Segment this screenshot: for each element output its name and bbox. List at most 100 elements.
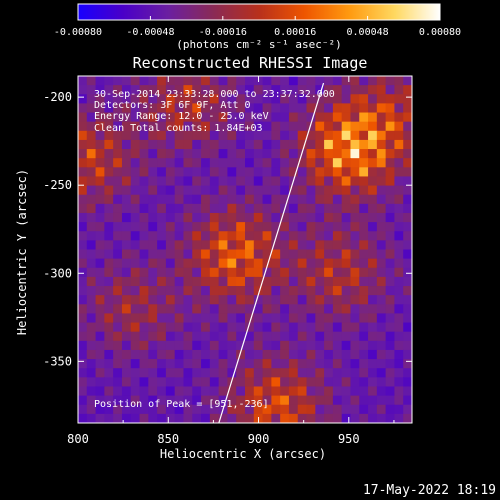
- heatmap-cell: [174, 85, 185, 95]
- heatmap-cell: [394, 377, 404, 388]
- heatmap-cell: [253, 322, 264, 333]
- heatmap-cell: [245, 304, 255, 315]
- heatmap-cell: [324, 185, 334, 196]
- heatmap-cell: [297, 395, 308, 406]
- heatmap-cell: [297, 286, 308, 296]
- heatmap-cell: [376, 331, 387, 342]
- heatmap-cell: [78, 231, 88, 241]
- heatmap-cell: [324, 267, 334, 278]
- heatmap-cell: [236, 130, 246, 141]
- heatmap-cell: [315, 130, 325, 141]
- heatmap-cell: [165, 94, 176, 104]
- heatmap-cell: [332, 212, 343, 223]
- heatmap-cell: [201, 194, 211, 205]
- heatmap-cell: [104, 121, 114, 132]
- heatmap-cell: [368, 368, 378, 378]
- heatmap-cell: [86, 167, 97, 178]
- heatmap-cell: [95, 139, 105, 150]
- heatmap-cell: [78, 185, 88, 196]
- heatmap-cell: [157, 149, 167, 159]
- heatmap-cell: [245, 121, 255, 132]
- heatmap-cell: [315, 240, 325, 251]
- heatmap-cell: [201, 286, 211, 296]
- heatmap-cell: [271, 377, 281, 388]
- heatmap-cell: [148, 149, 158, 159]
- heatmap-cell: [209, 185, 220, 196]
- heatmap-cell: [341, 349, 352, 360]
- heatmap-cell: [394, 349, 404, 360]
- heatmap-cell: [209, 368, 220, 378]
- heatmap-cell: [253, 404, 264, 415]
- heatmap-cell: [368, 258, 378, 269]
- heatmap-cell: [78, 212, 88, 223]
- heatmap-cell: [192, 149, 202, 159]
- heatmap-cell: [350, 331, 360, 342]
- heatmap-cell: [394, 203, 404, 214]
- heatmap-cell: [315, 340, 325, 351]
- heatmap-cell: [139, 313, 149, 324]
- heatmap-cell: [174, 368, 185, 378]
- heatmap-cell: [385, 76, 396, 86]
- heatmap-cell: [297, 139, 308, 150]
- heatmap-cell: [113, 304, 123, 315]
- heatmap-cell: [403, 322, 412, 333]
- heatmap-cell: [280, 112, 290, 123]
- heatmap-cell: [113, 149, 123, 159]
- heatmap-cell: [113, 94, 123, 104]
- heatmap-cell: [315, 212, 325, 223]
- heatmap-cell: [201, 76, 211, 86]
- heatmap-cell: [288, 313, 299, 324]
- heatmap-cell: [174, 158, 185, 168]
- colorbar: -0.00080 -0.00048 -0.00016 0.00016 0.00048 0.…: [54, 3, 461, 51]
- heatmap-cell: [306, 395, 316, 406]
- heatmap-cell: [78, 368, 88, 378]
- heatmap-cell: [130, 185, 141, 196]
- heatmap-cell: [332, 149, 343, 159]
- heatmap-cell: [95, 276, 105, 287]
- heatmap-cell: [394, 222, 404, 232]
- heatmap-cell: [148, 368, 158, 378]
- heatmap-cell: [359, 413, 369, 423]
- heatmap-cell: [157, 267, 167, 278]
- heatmap-cell: [262, 313, 272, 324]
- heatmap-cell: [183, 149, 193, 159]
- heatmap-cell: [183, 349, 193, 360]
- heatmap-cell: [297, 240, 308, 251]
- heatmap-cell: [341, 231, 352, 241]
- heatmap-cell: [385, 85, 396, 95]
- heatmap-cell: [324, 313, 334, 324]
- heatmap-cell: [271, 368, 281, 378]
- heatmap-cell: [218, 240, 229, 251]
- heatmap-cell: [201, 404, 211, 415]
- heatmap-cell: [341, 386, 352, 397]
- heatmap-cell: [350, 413, 360, 423]
- heatmap-cell: [113, 276, 123, 287]
- heatmap-cell: [315, 194, 325, 205]
- heatmap-cell: [376, 94, 387, 104]
- heatmap-cell: [350, 76, 360, 86]
- heatmap-cell: [359, 368, 369, 378]
- heatmap-cell: [368, 386, 378, 397]
- heatmap-cell: [385, 413, 396, 423]
- heatmap-cell: [359, 176, 369, 187]
- heatmap-cell: [78, 158, 88, 168]
- heatmap-cell: [113, 295, 123, 305]
- colorbar-tick-label: 0.00048: [347, 27, 389, 38]
- heatmap-cell: [192, 176, 202, 187]
- heatmap-cell: [121, 94, 132, 104]
- heatmap-cell: [236, 258, 246, 269]
- heatmap-cell: [165, 149, 176, 159]
- heatmap-cell: [245, 249, 255, 260]
- heatmap-cell: [78, 167, 88, 178]
- heatmap-cell: [253, 176, 264, 187]
- heatmap-cell: [95, 222, 105, 232]
- heatmap-cell: [376, 267, 387, 278]
- heatmap-cell: [113, 212, 123, 223]
- heatmap-cell: [227, 322, 237, 333]
- heatmap-cell: [192, 85, 202, 95]
- heatmap-cell: [262, 176, 272, 187]
- heatmap-cell: [209, 112, 220, 123]
- heatmap-cell: [262, 240, 272, 251]
- heatmap-cell: [297, 340, 308, 351]
- heatmap-cell: [113, 413, 123, 423]
